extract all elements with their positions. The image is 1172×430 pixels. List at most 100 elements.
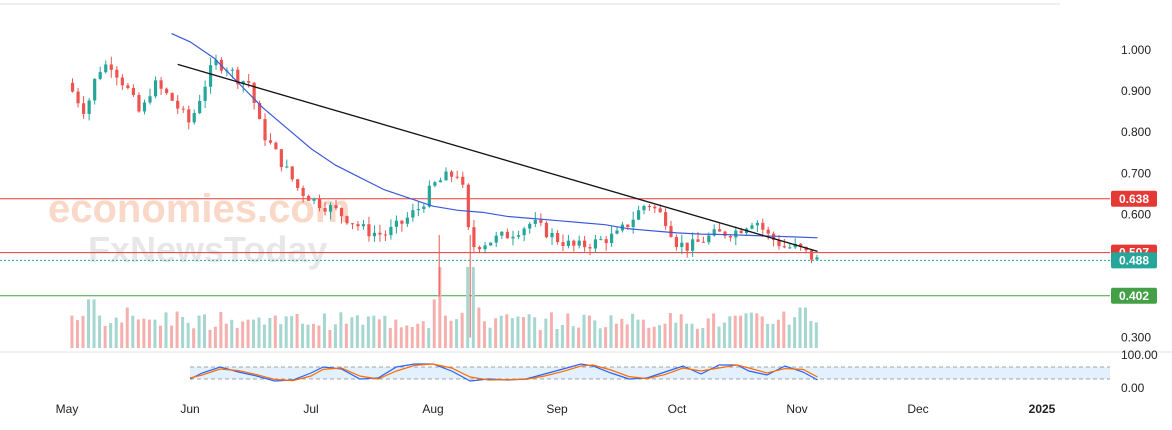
candle-48	[334, 199, 338, 211]
candle-45	[317, 194, 322, 212]
candle-body-108	[664, 212, 668, 226]
volume-bar-77	[494, 318, 498, 348]
candle-5	[98, 66, 102, 81]
candle-body-8	[115, 69, 119, 78]
candle-body-111	[680, 242, 684, 248]
candle-body-44	[312, 198, 316, 201]
candle-body-3	[87, 100, 91, 114]
candle-44	[312, 197, 316, 205]
descending-trendline[interactable]	[177, 63, 818, 253]
candle-body-16	[159, 80, 163, 89]
candle-body-48	[334, 205, 338, 209]
volume-bar-102	[631, 313, 635, 348]
candle-56	[378, 224, 382, 242]
candle-66	[433, 180, 437, 188]
candle-108	[664, 208, 668, 230]
volume-bar-124	[749, 312, 753, 348]
candle-body-105	[647, 205, 651, 207]
volume-bar-2	[81, 315, 85, 348]
candle-30	[236, 66, 240, 90]
candle-112	[685, 242, 689, 258]
candle-82	[522, 226, 526, 242]
candle-body-42	[301, 187, 305, 196]
candle-2	[82, 96, 86, 119]
volume-bar-30	[235, 327, 239, 348]
candle-body-39	[285, 166, 289, 168]
candle-103	[637, 205, 641, 221]
volume-bar-13	[142, 318, 146, 348]
level-badge-0	[1111, 190, 1157, 207]
candle-4	[93, 78, 97, 105]
volume-bar-40	[290, 316, 294, 348]
candle-17	[165, 87, 169, 95]
candle-body-69	[450, 171, 454, 177]
volume-bar-8	[114, 317, 118, 348]
candle-body-96	[599, 239, 603, 241]
time-label-0: May	[56, 402, 79, 416]
candle-body-89	[561, 242, 565, 247]
volume-bar-107	[658, 325, 662, 348]
volume-bar-20	[181, 316, 185, 348]
candle-body-62	[411, 210, 415, 218]
price-tick-1: 0.900	[1121, 84, 1151, 98]
volume-bar-121	[733, 315, 737, 348]
volume-bar-90	[566, 313, 570, 348]
candle-body-76	[489, 242, 493, 246]
price-tick-0: 1.000	[1121, 43, 1151, 57]
volume-bar-27	[219, 312, 223, 348]
candle-22	[192, 109, 196, 125]
candle-87	[550, 228, 554, 246]
volume-bar-46	[322, 313, 326, 348]
candle-body-109	[669, 225, 673, 237]
watermark-sub: FxNewsToday	[88, 229, 327, 270]
candle-130	[782, 239, 786, 249]
candle-body-77	[494, 235, 498, 243]
price-tick-2: 0.800	[1121, 125, 1151, 139]
volume-bar-41	[295, 313, 299, 348]
volume-bar-29	[230, 319, 234, 348]
candle-body-37	[274, 142, 278, 150]
candle-52	[356, 221, 360, 231]
candle-25	[208, 57, 213, 94]
candle-14	[148, 88, 152, 105]
volume-bar-60	[399, 327, 403, 348]
volume-bar-117	[712, 313, 716, 348]
volume-bar-25	[208, 329, 212, 348]
candle-body-117	[712, 229, 716, 236]
candle-104	[642, 204, 646, 215]
candle-body-82	[522, 228, 526, 236]
candle-body-34	[257, 102, 262, 120]
candle-body-83	[528, 223, 532, 229]
candle-body-7	[109, 64, 113, 70]
volume-bar-100	[620, 318, 624, 348]
candle-36	[268, 133, 273, 145]
candle-body-55	[372, 232, 377, 237]
moving-average-line	[171, 33, 818, 239]
candle-body-85	[539, 219, 543, 223]
candle-54	[367, 216, 371, 242]
candle-31	[241, 80, 245, 93]
candle-1	[76, 87, 80, 108]
candle-body-106	[653, 206, 657, 209]
candle-body-75	[483, 245, 487, 250]
volume-bar-24	[203, 314, 207, 348]
volume-bar-69	[449, 320, 453, 348]
candle-105	[647, 203, 651, 211]
candle-body-94	[588, 247, 592, 249]
level-badge-label-0: 0.638	[1119, 192, 1149, 206]
volume-bar-65	[427, 328, 431, 348]
volume-bar-79	[505, 314, 509, 348]
candle-95	[593, 235, 597, 253]
volume-bar-85	[538, 329, 542, 348]
candle-40	[290, 166, 294, 182]
candle-body-61	[405, 217, 409, 224]
volume-bar-14	[147, 319, 151, 348]
volume-bar-126	[760, 316, 764, 348]
volume-bar-42	[301, 323, 305, 348]
candle-39	[285, 159, 289, 169]
volume-bar-72	[466, 267, 470, 348]
candle-19	[176, 95, 180, 114]
volume-bar-135	[809, 320, 813, 348]
candle-body-122	[739, 230, 743, 234]
